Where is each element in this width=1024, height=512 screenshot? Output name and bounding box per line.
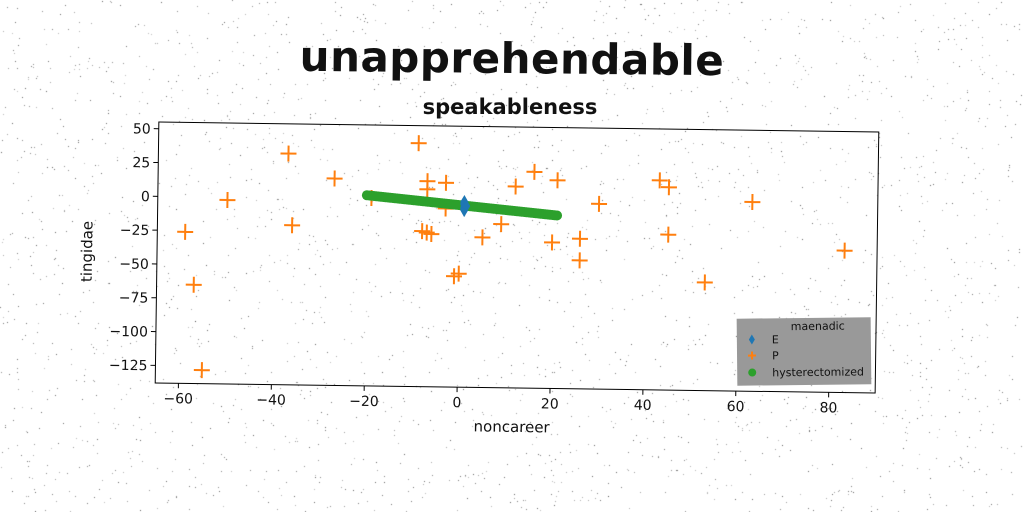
legend-item-p: P — [772, 349, 779, 362]
p-point — [544, 234, 561, 251]
p-point — [284, 217, 301, 234]
legend-item-e: E — [772, 333, 779, 346]
p-point — [438, 174, 455, 191]
p-point — [450, 265, 467, 282]
p-point — [280, 145, 297, 162]
p-point — [549, 172, 566, 189]
x-axis-label: noncareer — [473, 417, 550, 436]
y-tick-label: −100 — [109, 324, 148, 341]
p-point — [493, 216, 510, 233]
legend-marker — [748, 334, 755, 345]
p-point — [474, 229, 491, 246]
legend-marker — [748, 351, 757, 360]
p-point — [507, 178, 524, 195]
x-tick-label: −60 — [163, 391, 193, 407]
p-point — [219, 192, 236, 209]
p-point — [651, 172, 668, 189]
chart-subtitle: speakableness — [422, 95, 598, 119]
x-tick-label: 0 — [452, 395, 461, 411]
x-tick-label: −40 — [256, 392, 286, 408]
p-point — [571, 230, 588, 247]
e-point — [462, 199, 471, 214]
y-tick-label: −75 — [119, 290, 149, 306]
x-tick-label: −20 — [349, 394, 379, 410]
p-point — [660, 179, 677, 196]
p-point — [185, 276, 202, 293]
legend-box — [736, 317, 872, 386]
p-point — [836, 242, 853, 259]
plot-frame — [154, 121, 880, 394]
x-tick-label: 40 — [634, 398, 652, 414]
y-axis-label: tingidae — [78, 221, 97, 282]
legend-title: maenadic — [791, 320, 845, 334]
p-point — [696, 274, 713, 291]
y-tick-label: −25 — [120, 223, 150, 239]
legend-marker — [748, 368, 757, 377]
p-point — [571, 252, 588, 269]
plot-group: −60 −40 −20 0 20 40 60 80 50 25 0 −25 −50 −75 −100 −125… — [78, 121, 880, 436]
x-tick-label: 60 — [727, 399, 745, 415]
p-point — [177, 223, 194, 240]
p-point — [660, 226, 677, 243]
y-tick-label: −50 — [119, 256, 149, 272]
y-tick-label: 0 — [141, 189, 150, 205]
p-point — [326, 170, 343, 187]
p-point — [526, 163, 543, 180]
y-tick-label: 50 — [133, 121, 151, 137]
p-point — [591, 195, 608, 212]
legend-item-hysterectomized: hysterectomized — [772, 365, 864, 379]
p-point — [410, 135, 427, 152]
p-point — [419, 181, 436, 198]
p-point — [423, 225, 440, 243]
y-tick-label: −125 — [109, 358, 148, 375]
p-point — [744, 193, 761, 210]
p-point — [193, 362, 210, 379]
x-tick-label: 80 — [819, 400, 837, 416]
y-tick-label: 25 — [132, 155, 150, 171]
x-tick-label: 20 — [541, 396, 559, 412]
hysterectomized-point — [552, 210, 563, 221]
